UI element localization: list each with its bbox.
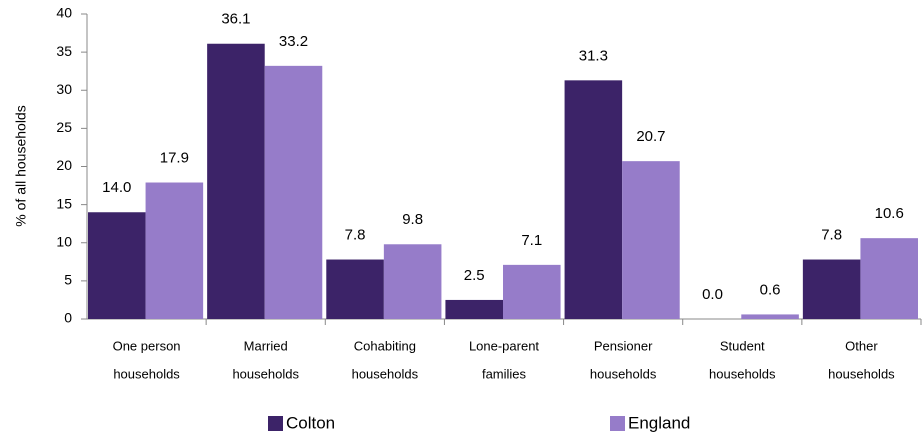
y-tick-label: 35	[56, 43, 72, 59]
bar	[88, 212, 146, 319]
bar	[564, 80, 623, 320]
y-tick-label: 30	[56, 81, 72, 97]
bar	[326, 259, 384, 319]
x-tick-label: households	[709, 366, 776, 381]
value-label: 0.6	[760, 281, 781, 298]
value-label: 17.9	[160, 149, 189, 166]
legend-swatch	[268, 416, 283, 431]
y-tick-label: 15	[56, 195, 72, 211]
value-label: 7.1	[521, 232, 542, 249]
x-tick-label: Other	[845, 338, 878, 353]
y-axis-label: % of all households	[13, 105, 29, 226]
value-label: 14.0	[102, 179, 131, 196]
x-tick-label: households	[828, 366, 895, 381]
value-label: 9.8	[402, 211, 423, 228]
x-tick-label: One person	[113, 338, 181, 353]
bar	[264, 65, 323, 319]
x-tick-label: Student	[720, 338, 765, 353]
x-tick-label: families	[482, 366, 527, 381]
legend-swatch	[610, 416, 625, 431]
bar	[207, 43, 265, 320]
bar	[802, 259, 861, 319]
value-label: 7.8	[821, 226, 842, 243]
x-tick-label: Married	[244, 338, 288, 353]
bar	[622, 161, 680, 319]
y-tick-label: 40	[56, 5, 72, 21]
value-label: 36.1	[221, 11, 250, 28]
bar	[383, 244, 442, 319]
value-label: 10.6	[875, 205, 904, 222]
value-label: 0.0	[702, 286, 723, 303]
value-label: 20.7	[636, 128, 665, 145]
bar	[145, 182, 204, 319]
y-tick-label: 20	[56, 157, 72, 173]
x-tick-label: Lone-parent	[469, 338, 539, 353]
value-label: 7.8	[345, 226, 366, 243]
bar	[445, 299, 503, 319]
x-tick-label: Cohabiting	[354, 338, 416, 353]
y-tick-label: 25	[56, 119, 72, 135]
x-tick-label: households	[232, 366, 299, 381]
y-tick-label: 5	[64, 272, 72, 288]
x-tick-label: households	[590, 366, 657, 381]
y-tick-label: 10	[56, 233, 72, 249]
y-tick-label: 0	[64, 310, 72, 326]
bar	[503, 264, 561, 319]
legend-label: England	[628, 413, 690, 432]
x-tick-label: Pensioner	[594, 338, 653, 353]
value-label: 2.5	[464, 267, 485, 284]
bar	[860, 238, 918, 319]
legend-label: Colton	[286, 413, 335, 432]
bar	[741, 314, 799, 319]
value-label: 33.2	[279, 33, 308, 50]
x-tick-label: households	[352, 366, 419, 381]
value-label: 31.3	[579, 47, 608, 64]
x-tick-label: households	[113, 366, 180, 381]
